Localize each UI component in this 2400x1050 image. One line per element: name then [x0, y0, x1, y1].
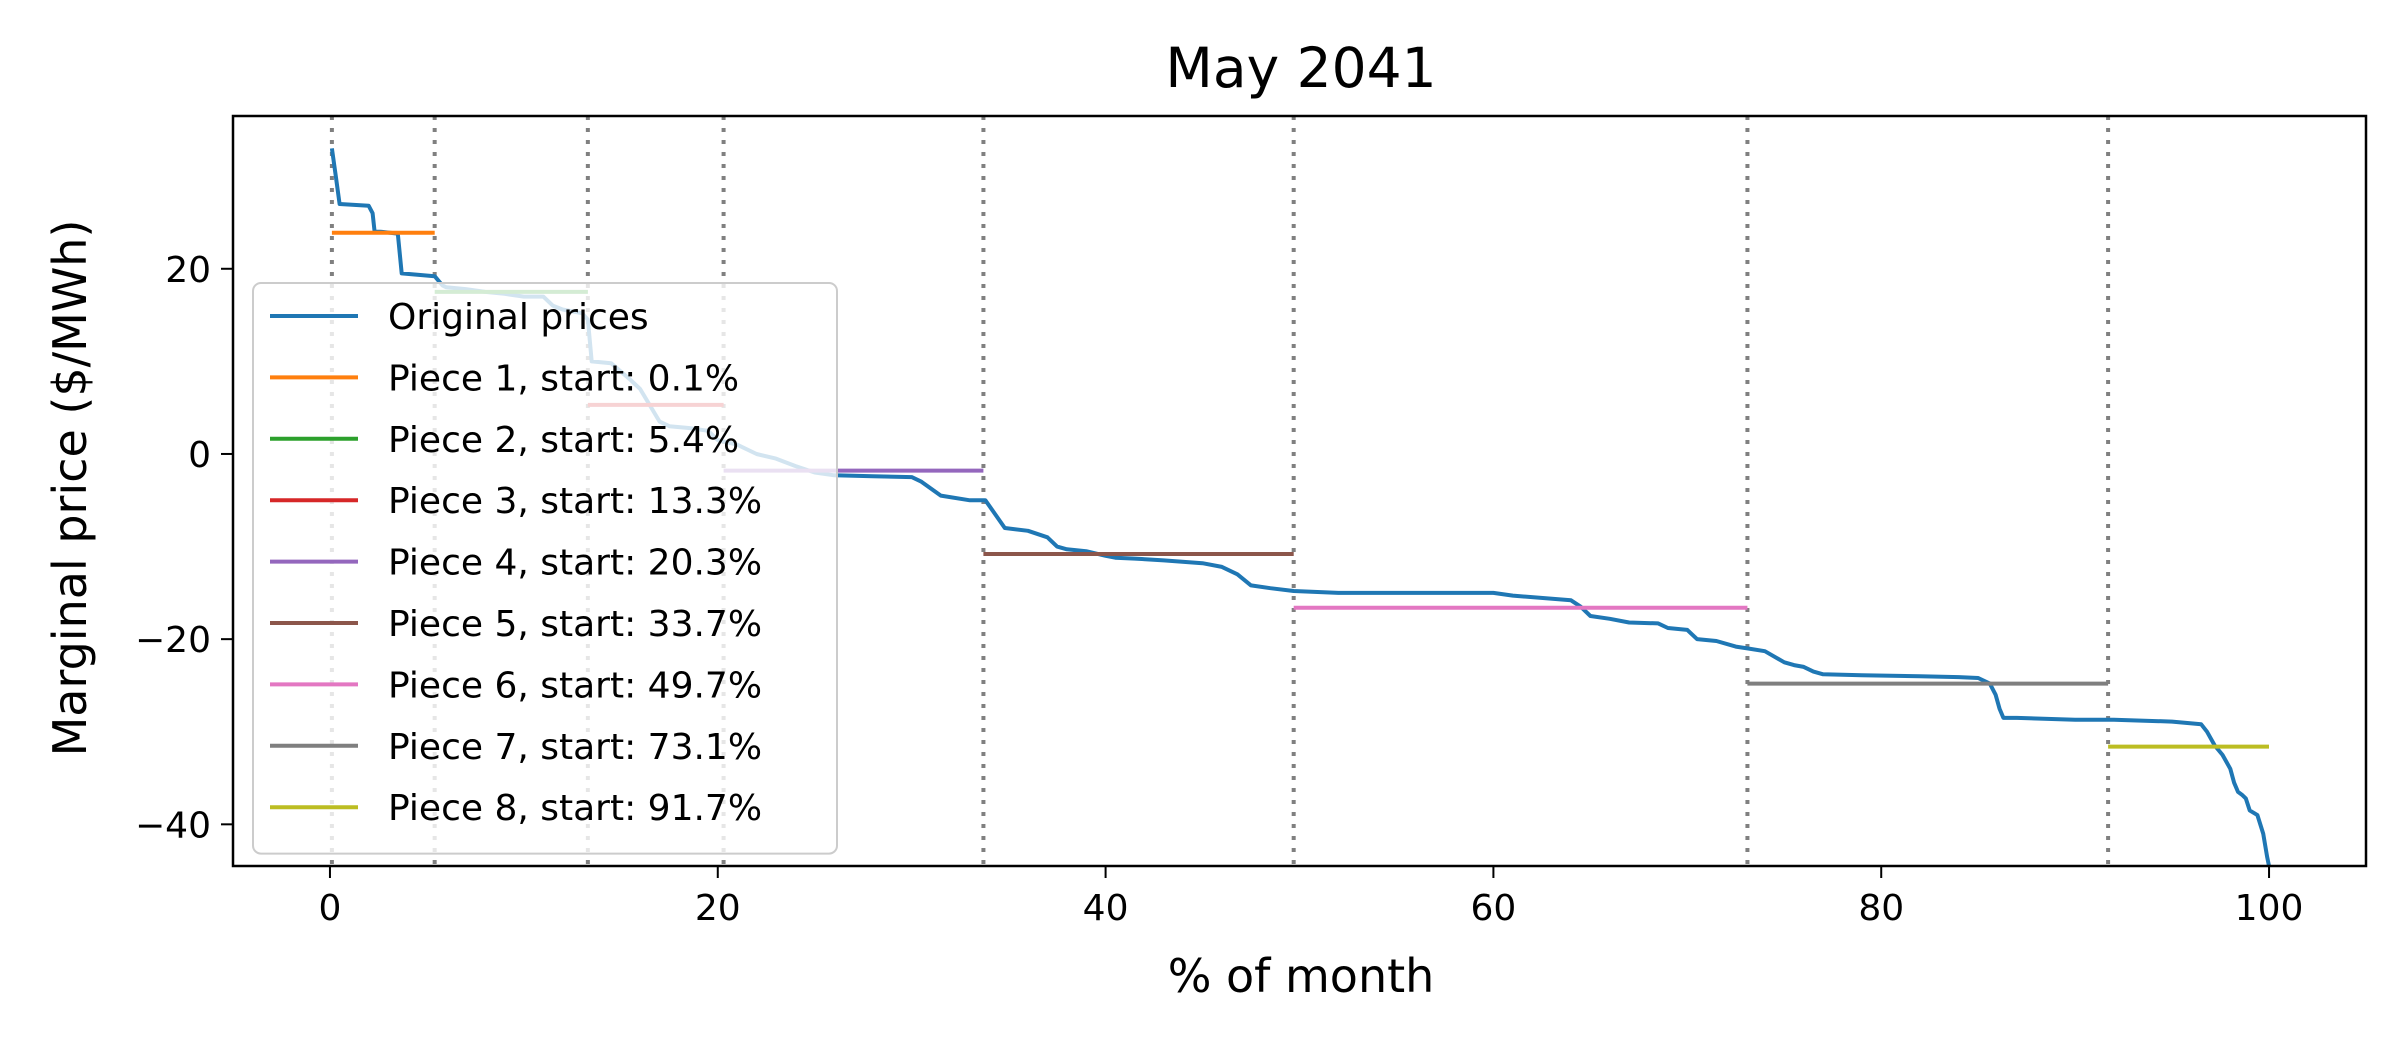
legend-label: Piece 3, start: 13.3% — [388, 481, 762, 522]
y-tick-label: 20 — [165, 250, 211, 291]
y-tick-label: −40 — [135, 805, 211, 846]
x-tick-label: 40 — [1083, 888, 1129, 929]
legend-label: Piece 2, start: 5.4% — [388, 420, 739, 461]
chart-title: May 2041 — [1165, 36, 1436, 100]
legend-label: Piece 8, start: 91.7% — [388, 788, 762, 829]
y-axis-label: Marginal price ($/MWh) — [43, 220, 97, 757]
x-tick-label: 60 — [1471, 888, 1517, 929]
x-axis-label: % of month — [1168, 949, 1435, 1003]
legend-box — [252, 282, 838, 855]
plot-frame — [231, 114, 2368, 868]
legend-label: Piece 7, start: 73.1% — [388, 727, 762, 768]
x-tick-label: 20 — [695, 888, 741, 929]
y-tick-label: −20 — [135, 620, 211, 661]
legend: Original prices Piece 1, start: 0.1% Piece… — [252, 282, 838, 855]
y-tick-label: 0 — [188, 435, 211, 476]
x-tick-label: 80 — [1858, 888, 1904, 929]
legend-label: Piece 4, start: 20.3% — [388, 543, 762, 584]
legend-label: Original prices — [388, 297, 649, 338]
x-tick-label: 0 — [319, 888, 342, 929]
legend-label: Piece 5, start: 33.7% — [388, 604, 762, 645]
x-tick-label: 100 — [2235, 888, 2304, 929]
axis-ticks: 0 20 40 60 80 100 20 0 −20 −40 — [135, 250, 2303, 929]
legend-label: Piece 6, start: 49.7% — [388, 665, 762, 706]
legend-label: Piece 1, start: 0.1% — [388, 358, 739, 399]
